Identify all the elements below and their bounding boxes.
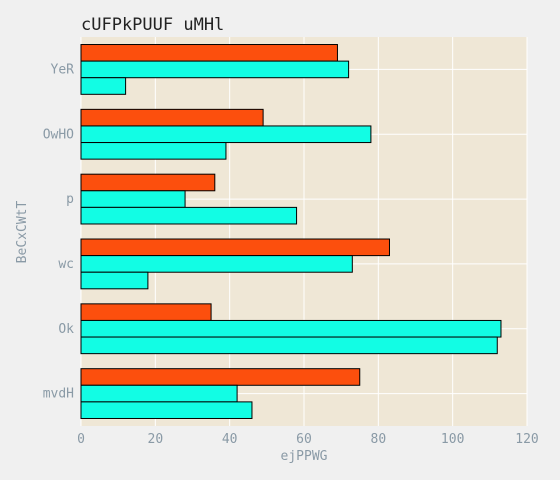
y-tick-label: YeR [51,62,75,77]
bar [80,271,149,290]
bar [80,255,353,273]
bar [80,336,498,355]
x-tick-label: 120 [515,432,538,447]
y-tick-label: mvdH [43,387,74,402]
y-tick-label: Ok [58,322,74,337]
bars [80,44,502,419]
y-tick-label: wc [58,257,74,272]
bar [80,142,227,160]
bar [80,125,372,144]
x-tick-label: 80 [371,432,387,447]
x-tick-label: 20 [148,432,164,447]
y-tick-label: OwHO [43,127,74,142]
x-tick-label: 0 [77,432,85,447]
bar [80,108,264,127]
chart-title: cUFPkPUUF uMHl [81,15,224,35]
bar [80,384,238,403]
x-tick-label: 40 [222,432,238,447]
bar [80,44,338,62]
bar [80,60,350,79]
y-tick-labels: mvdH Ok wc p OwHO YeR [43,62,74,401]
x-tick-label: 60 [296,432,312,447]
bar [80,401,253,419]
bar [80,173,216,192]
bar [80,77,127,95]
bar [80,190,186,208]
x-tick-label: 100 [441,432,464,447]
y-axis-label: BeCxCWtT [15,201,30,264]
bar [80,238,390,257]
bar [80,368,361,386]
x-tick-labels: 0 20 40 60 80 100 120 [77,432,539,447]
bar [80,206,298,225]
x-axis-label: ejPPWG [281,449,328,464]
bar [80,319,502,338]
bar [80,303,212,321]
y-tick-label: p [66,192,74,207]
